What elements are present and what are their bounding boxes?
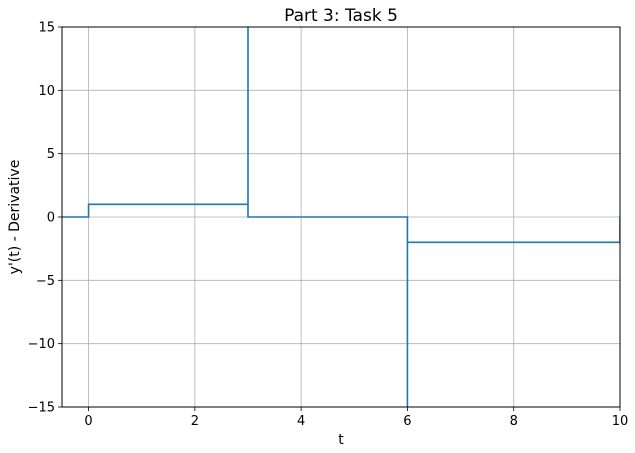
x-axis-label: t bbox=[338, 432, 344, 448]
x-tick-label: 8 bbox=[510, 414, 518, 429]
x-tick-label: 4 bbox=[297, 414, 305, 429]
x-tick-label: 6 bbox=[403, 414, 411, 429]
series-line bbox=[62, 27, 620, 407]
y-tick-label: 5 bbox=[47, 147, 55, 162]
y-tick-label: 10 bbox=[38, 84, 55, 99]
series-layer bbox=[62, 27, 620, 407]
ticks: 0 2 4 6 8 10 −15 −10 −5 0 5 10 15 bbox=[28, 21, 629, 430]
y-axis-label: y'(t) - Derivative bbox=[7, 160, 23, 275]
y-tick-label: −15 bbox=[28, 401, 55, 416]
chart-title: Part 3: Task 5 bbox=[284, 6, 398, 26]
x-tick-label: 2 bbox=[191, 414, 199, 429]
y-tick-label: −5 bbox=[36, 274, 55, 289]
x-tick-label: 0 bbox=[84, 414, 92, 429]
y-tick-label: 0 bbox=[47, 211, 55, 226]
y-tick-label: 15 bbox=[38, 21, 55, 36]
y-tick-label: −10 bbox=[28, 337, 55, 352]
x-tick-label: 10 bbox=[612, 414, 629, 429]
